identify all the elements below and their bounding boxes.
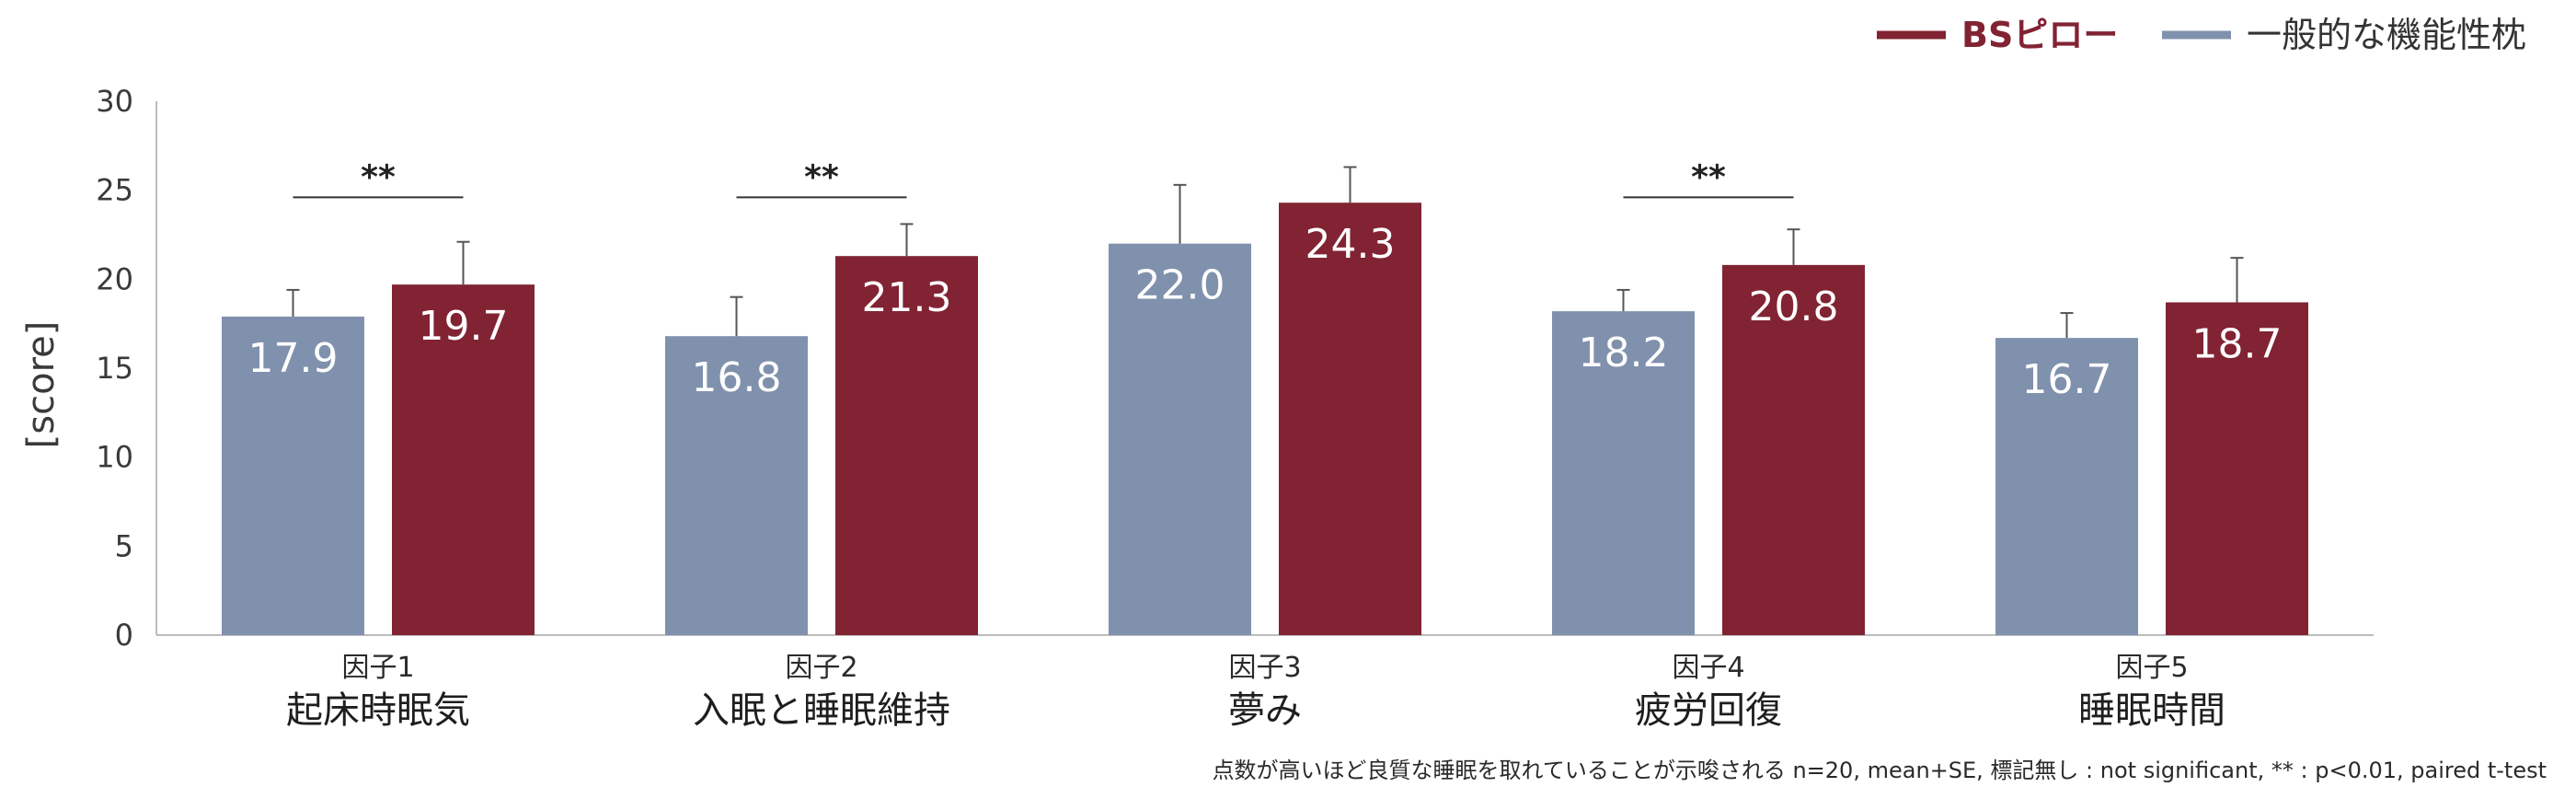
data-label: 16.7	[2022, 356, 2112, 403]
y-tick-label: 15	[96, 351, 133, 386]
data-label: 22.0	[1135, 262, 1225, 309]
y-tick-label: 10	[96, 440, 133, 475]
bar	[1279, 202, 1421, 635]
footnote: 点数が高いほど良質な睡眠を取れていることが示唆される n=20, mean+SE…	[1213, 758, 2547, 783]
bar	[2166, 302, 2308, 635]
data-label: 16.8	[692, 354, 782, 401]
y-tick-label: 25	[96, 173, 133, 208]
factor-label: 因子2	[785, 652, 857, 684]
category-label: 夢み	[1228, 689, 1302, 732]
bar	[1995, 338, 2138, 635]
factor-label: 因子1	[341, 652, 414, 684]
data-label: 17.9	[248, 335, 339, 382]
legend-label: 一般的な機能性枕	[2247, 15, 2526, 55]
bar	[665, 336, 808, 635]
bar	[835, 256, 978, 635]
bars: 17.9 19.7 16.8 21.3 22.0 24.3 18.2 20.8 16.7 18.7…	[222, 158, 2308, 635]
category-label: 疲労回復	[1635, 689, 1782, 732]
factor-label: 因子5	[2115, 652, 2188, 684]
legend: BSピロー 一般的な機能性枕	[1877, 15, 2526, 55]
bar	[1722, 264, 1865, 635]
category-label: 睡眠時間	[2078, 689, 2225, 732]
data-label: 24.3	[1305, 221, 1396, 268]
bar	[1109, 243, 1251, 635]
y-tick-label: 20	[96, 261, 133, 296]
category-label: 入眠と睡眠維持	[693, 689, 950, 732]
bar	[1552, 311, 1695, 635]
significance-label: **	[1691, 158, 1726, 196]
category-labels: 因子1 起床時眠気 因子2 入眠と睡眠維持 因子3 夢み 因子4 疲労回復 因子5 睡眠時間	[286, 652, 2225, 732]
data-label: 19.7	[419, 303, 509, 350]
category-label: 起床時眠気	[286, 689, 470, 732]
y-tick-label: 5	[115, 528, 133, 563]
significance-label: **	[804, 158, 839, 196]
factor-label: 因子3	[1228, 652, 1301, 684]
factor-label: 因子4	[1672, 652, 1744, 684]
bar	[222, 316, 364, 635]
data-label: 20.8	[1749, 284, 1839, 330]
significance-label: **	[361, 158, 396, 196]
y-tick-label: 30	[96, 84, 133, 119]
y-tick-label: 0	[115, 618, 133, 653]
y-axis-title: [score]	[20, 321, 63, 449]
bar	[392, 284, 535, 635]
data-label: 21.3	[862, 274, 952, 321]
data-label: 18.7	[2192, 320, 2283, 367]
data-label: 18.2	[1579, 330, 1669, 376]
legend-label: BSピロー	[1961, 15, 2118, 55]
